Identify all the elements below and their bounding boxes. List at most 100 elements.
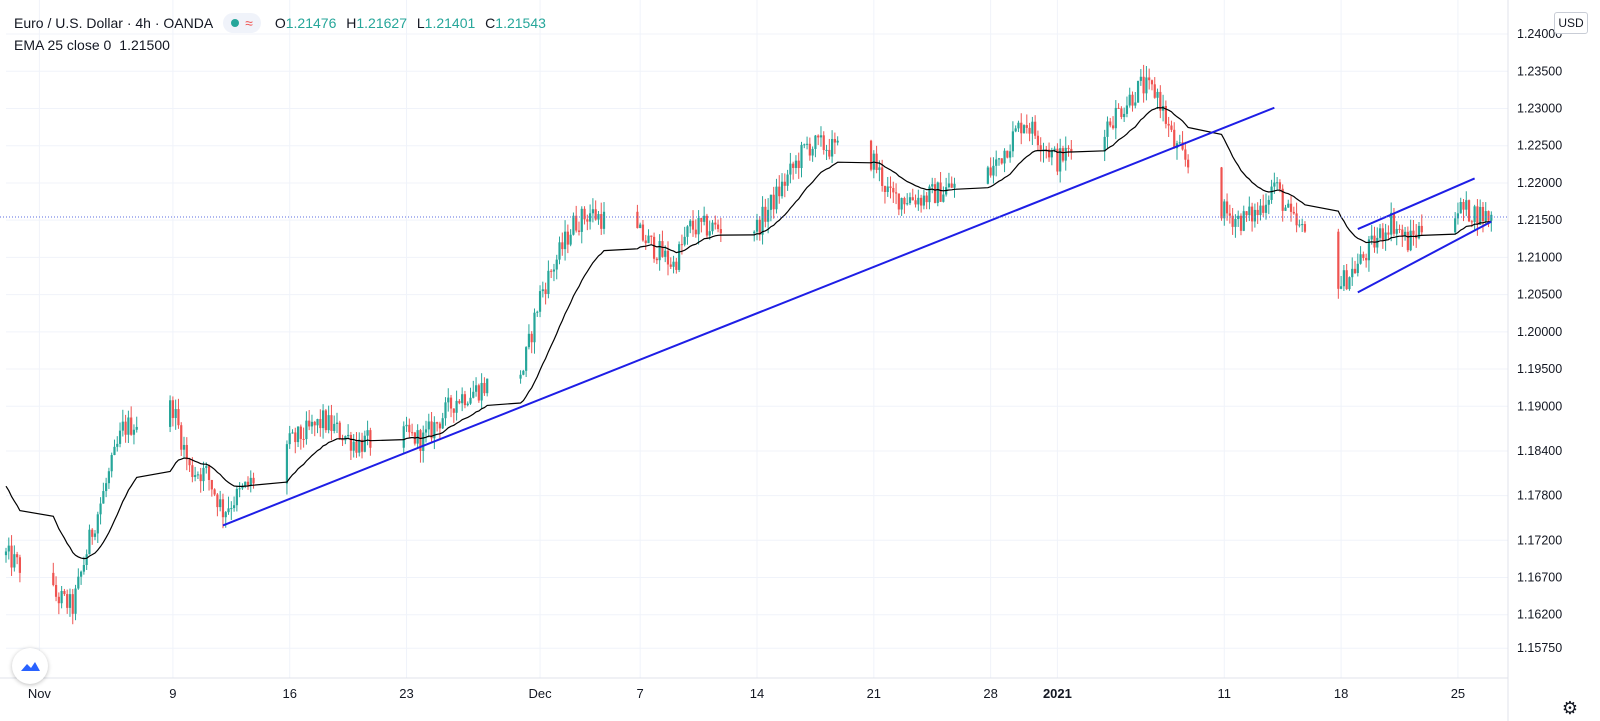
candle-body [1061, 148, 1065, 161]
candle-body [1067, 147, 1070, 149]
candle-body [1295, 213, 1298, 226]
y-tick-label: 1.21500 [1517, 213, 1562, 227]
ema-25-line [5, 106, 1492, 560]
candle-body [636, 211, 639, 229]
candle-body [1245, 211, 1248, 216]
candle-body [1398, 228, 1401, 230]
candle-body [338, 422, 341, 439]
candle-body [917, 197, 920, 205]
x-tick-label: 16 [282, 686, 296, 701]
candle-body [7, 545, 10, 552]
market-status-pill[interactable]: ≈ [223, 13, 261, 33]
candle-body [903, 198, 906, 205]
candle-body [1465, 200, 1468, 210]
candle-body [683, 236, 686, 245]
candle-body [658, 241, 661, 261]
candle-body [906, 203, 909, 205]
candle-body [591, 209, 594, 214]
open-value: 1.21476 [285, 15, 337, 31]
candle-body [1009, 151, 1012, 158]
candle-body [772, 194, 775, 210]
candle-body [319, 419, 322, 429]
candle-body [950, 183, 953, 188]
cloud-icon [21, 662, 40, 671]
candle-body [299, 426, 302, 439]
candle-body [544, 289, 547, 294]
indicator-row[interactable]: EMA 25 close 0 1.21500 [14, 34, 552, 56]
candle-body [74, 588, 77, 614]
y-tick-label: 1.16200 [1517, 608, 1562, 622]
candle-body [780, 181, 784, 197]
candle-body [1342, 270, 1345, 287]
candle-body [124, 421, 127, 435]
currency-button[interactable]: USD [1554, 12, 1588, 34]
candle-body [335, 422, 339, 424]
candle-body [1387, 232, 1390, 235]
y-tick-label: 1.20500 [1517, 288, 1562, 302]
candle-body [199, 474, 202, 482]
candle-body [1370, 235, 1373, 240]
candle-body [1409, 230, 1412, 251]
candle-body [96, 514, 99, 534]
x-tick-label: 18 [1334, 686, 1348, 701]
symbol-title[interactable]: Euro / U.S. Dollar · 4h · OANDA [14, 15, 214, 31]
candle-body [889, 186, 892, 188]
candle-body [1340, 286, 1343, 289]
candle-body [474, 385, 478, 392]
candle-body [196, 474, 200, 476]
candle-body [572, 215, 575, 235]
y-tick-label: 1.16700 [1517, 571, 1562, 585]
candle-body [755, 219, 759, 232]
candle-body [1256, 209, 1259, 215]
y-axis[interactable]: 1.24000 1.23500 1.23000 1.22500 1.22000 1.215… [1507, 0, 1562, 721]
candle-body [641, 224, 645, 241]
trendlines [222, 106, 1492, 527]
candle-body [188, 459, 191, 466]
x-axis[interactable]: Nov 9 16 23 Dec 7 14 21 28 2021 11 18 25 [0, 677, 1508, 701]
candle-body [207, 466, 211, 480]
candle-body [402, 426, 405, 448]
candle-body [316, 419, 319, 426]
candle-body [1111, 125, 1115, 129]
indicator-label: EMA 25 close 0 [14, 37, 112, 53]
candle-body [483, 382, 486, 394]
gear-icon[interactable]: ⚙ [1561, 697, 1579, 718]
candle-body [947, 183, 951, 188]
candle-body [18, 557, 22, 573]
candle-body [1264, 204, 1268, 213]
candle-body [1356, 263, 1359, 274]
candle-body [1128, 94, 1131, 106]
candle-body [1148, 77, 1151, 81]
candle-body [366, 430, 369, 436]
candle-body [1403, 231, 1407, 236]
candle-body [669, 264, 672, 267]
candle-body [333, 423, 336, 431]
candle-body [213, 489, 216, 495]
candle-body [836, 140, 839, 143]
trendline-2 [1357, 177, 1476, 231]
candle-body [1123, 113, 1126, 118]
candle-body [1367, 239, 1371, 261]
candle-body [121, 421, 124, 431]
candle-body [1251, 206, 1254, 222]
candle-body [602, 211, 606, 229]
candle-body [580, 208, 583, 232]
candle-body [1348, 277, 1351, 290]
candle-body [536, 311, 539, 313]
candle-body [1234, 219, 1237, 227]
candle-body [1287, 203, 1290, 208]
candle-body [1059, 148, 1062, 172]
candle-body [1470, 221, 1473, 223]
y-tick-label: 1.20000 [1517, 325, 1562, 339]
tradingview-logo[interactable] [12, 648, 48, 684]
candle-body [1420, 225, 1423, 233]
candle-body [177, 409, 180, 426]
candle-body [1170, 125, 1173, 130]
candle-body [922, 195, 925, 206]
candle-body [792, 163, 795, 168]
candle-body [1242, 211, 1245, 231]
candle-body [486, 378, 489, 394]
candle-body [519, 374, 522, 379]
candle-body [219, 499, 222, 508]
